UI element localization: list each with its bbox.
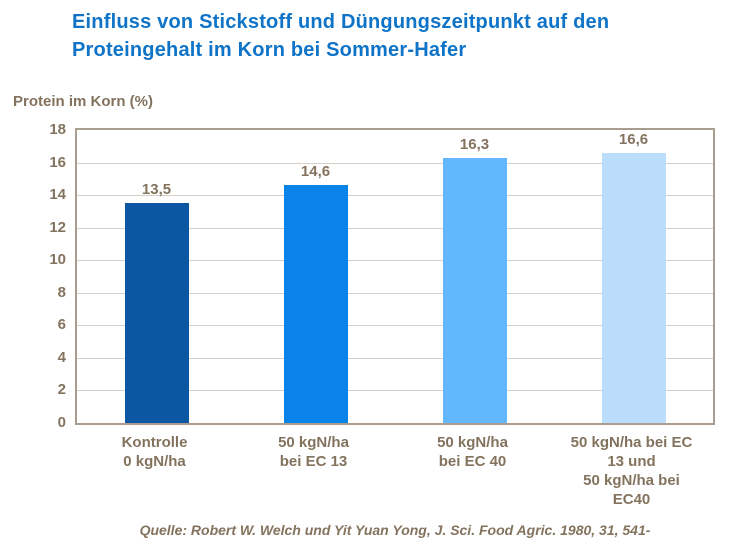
y-tick-label: 6: [57, 316, 66, 334]
y-axis-label: Protein im Korn (%): [13, 93, 154, 110]
y-tick-label: 2: [57, 381, 66, 399]
bar-value-label: 14,6: [300, 163, 331, 181]
page-title-line-2: Proteingehalt im Korn bei Sommer-Hafer: [72, 39, 467, 61]
bar: [601, 152, 666, 423]
y-tick-label: 10: [49, 251, 66, 269]
y-tick-label: 8: [57, 283, 66, 301]
bar: [442, 157, 507, 423]
bar: [283, 185, 348, 423]
bar: [124, 203, 189, 423]
bar-value-label: 16,3: [459, 135, 490, 153]
gridline: [77, 227, 713, 229]
x-category-label: 50 kgN/ha bei EC 40: [437, 434, 508, 470]
y-tick-label: 18: [49, 121, 66, 138]
gridline: [77, 292, 713, 294]
source-citation: Quelle: Robert W. Welch und Yit Yuan Yon…: [139, 522, 651, 538]
gridline: [77, 325, 713, 327]
y-tick-label: 0: [57, 414, 66, 431]
plot-inner: 13,5 14,6 16,3 16,6: [77, 130, 713, 423]
plot-area: 13,5 14,6 16,3 16,6: [75, 128, 715, 425]
x-category-label: Kontrolle 0 kgN/ha: [121, 434, 188, 470]
y-tick-label: 12: [49, 218, 66, 236]
gridline: [77, 390, 713, 392]
gridline: [77, 162, 713, 164]
page-title-line-1: Einfluss von Stickstoff und Düngungszeit…: [72, 11, 610, 33]
bar-value-label: 13,5: [141, 181, 172, 199]
bar-value-label: 16,6: [618, 130, 649, 148]
y-tick-label: 16: [49, 153, 66, 171]
y-tick-label: 4: [57, 348, 66, 366]
y-tick-label: 14: [49, 186, 66, 204]
page-title: Einfluss von Stickstoff und Düngungszeit…: [72, 8, 672, 64]
x-axis-labels: Kontrolle 0 kgN/ha 50 kgN/ha bei EC 13 50 …: [75, 433, 715, 519]
gridline: [77, 357, 713, 359]
x-category-label: 50 kgN/ha bei EC 13 und 50 kgN/ha bei EC…: [570, 434, 693, 508]
gridline: [77, 260, 713, 262]
x-category-label: 50 kgN/ha bei EC 13: [278, 434, 349, 470]
gridline: [77, 195, 713, 197]
